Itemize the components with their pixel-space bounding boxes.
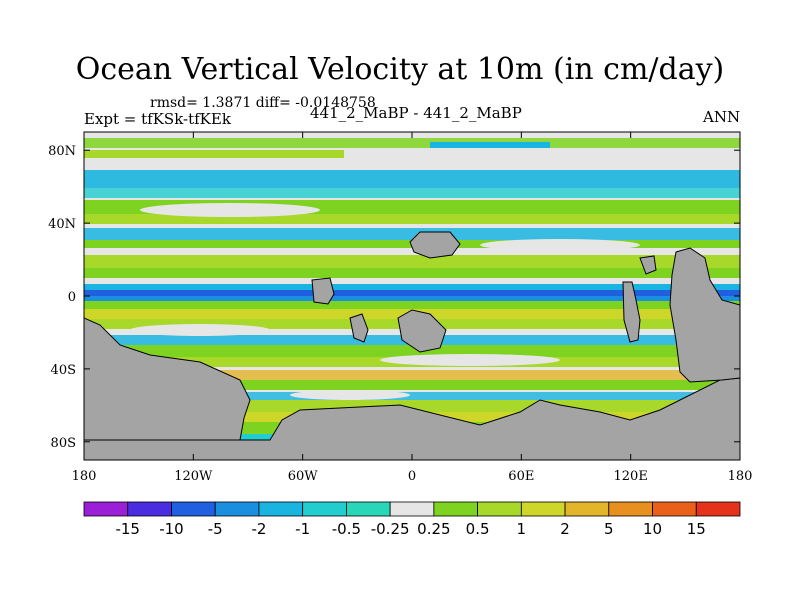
colorbar-label: 0.25: [417, 520, 450, 538]
colorbar-swatch: [127, 501, 172, 517]
colorbar-swatch: [214, 501, 260, 517]
land-island-b: [397, 309, 447, 353]
colorbar-label: 15: [687, 520, 706, 538]
colorbar: -15 -10 -5 -2 -1 -0.5 -0.25 0.25 0.5 1 2 5 10 15: [83, 501, 741, 538]
colorbar-swatch: [695, 501, 741, 517]
land-antarctica: [84, 377, 740, 460]
x-tick-label: 180: [72, 469, 97, 484]
stats-line: rmsd= 1.3871 diff= -0.0148758: [150, 95, 376, 111]
colorbar-label: 0.5: [466, 520, 490, 538]
colorbar-swatch: [608, 501, 653, 517]
season-label: ANN: [703, 108, 741, 126]
case-label: 441_2_MaBP - 441_2_MaBP: [310, 104, 522, 122]
y-tick-label: 40S: [51, 363, 76, 378]
x-tick-label: 60W: [288, 469, 319, 484]
y-tick-label: 80N: [48, 144, 76, 159]
colorbar-label: -0.25: [371, 520, 410, 538]
chart-title: Ocean Vertical Velocity at 10m (in cm/da…: [75, 52, 725, 87]
x-tick-label: 0: [408, 469, 416, 484]
colorbar-label: 2: [560, 520, 570, 538]
axis-ticks: 180 120W 60W 0 60E 120E 180 80N 40N 0 40S 80S: [48, 132, 752, 484]
colorbar-swatch: [652, 501, 697, 517]
colorbar-label: 10: [643, 520, 662, 538]
colorbar-swatch: [433, 501, 479, 517]
y-tick-label: 0: [68, 290, 76, 305]
colorbar-label: -0.5: [332, 520, 361, 538]
land-island-d: [639, 255, 657, 275]
colorbar-swatch: [258, 501, 304, 517]
colorbar-label: -5: [208, 520, 223, 538]
colorbar-label: -1: [295, 520, 310, 538]
x-tick-label: 120W: [174, 469, 213, 484]
colorbar-swatch: [564, 501, 610, 517]
land-island-a: [311, 277, 335, 305]
land-seamount-north: [409, 231, 461, 259]
colorbar-swatch: [345, 501, 391, 517]
colorbar-label: -2: [251, 520, 266, 538]
map-field: [84, 132, 740, 460]
colorbar-label: -15: [115, 520, 140, 538]
colorbar-label: 1: [517, 520, 527, 538]
x-tick-label: 180: [728, 469, 753, 484]
colorbar-swatch: [302, 501, 347, 517]
colorbar-swatch: [83, 501, 129, 517]
x-tick-label: 120E: [614, 469, 648, 484]
colorbar-swatch: [520, 501, 566, 517]
colorbar-label: -10: [159, 520, 184, 538]
colorbar-swatch: [389, 501, 435, 517]
land-island-c: [349, 313, 369, 343]
land-africa: [622, 281, 641, 343]
land-australia: [669, 247, 740, 383]
colorbar-swatch: [477, 501, 522, 517]
expt-label: Expt = tfKSk-tfKEk: [84, 110, 231, 128]
y-tick-label: 40N: [48, 217, 76, 232]
colorbar-swatch: [171, 501, 216, 517]
colorbar-label: 5: [604, 520, 614, 538]
y-tick-label: 80S: [51, 436, 76, 451]
x-tick-label: 60E: [508, 469, 534, 484]
